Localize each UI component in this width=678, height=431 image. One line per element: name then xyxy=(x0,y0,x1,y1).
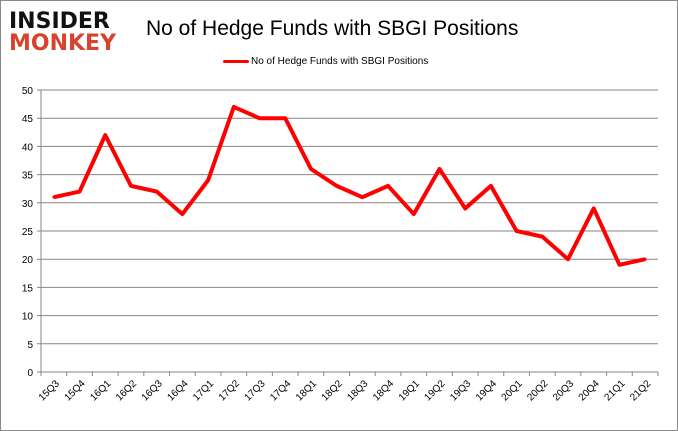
y-tick-label: 50 xyxy=(22,86,34,97)
logo-line2: MONKEY xyxy=(9,31,117,56)
y-tick-label: 30 xyxy=(22,199,34,210)
data-point xyxy=(258,116,262,120)
data-point xyxy=(386,184,390,188)
x-tick-label: 19Q4 xyxy=(474,378,499,403)
x-tick-label: 18Q3 xyxy=(345,378,370,403)
chart-title: No of Hedge Funds with SBGI Positions xyxy=(146,17,519,40)
data-point xyxy=(283,116,287,120)
x-tick-label: 17Q3 xyxy=(243,378,268,403)
x-tick-label: 19Q3 xyxy=(448,378,473,403)
logo-line1: INSIDER xyxy=(9,9,110,34)
x-tick-label: 21Q2 xyxy=(628,378,653,403)
x-tick-label: 20Q4 xyxy=(577,378,602,403)
x-tick-label: 16Q2 xyxy=(114,378,139,403)
y-tick-label: 40 xyxy=(22,142,34,153)
y-tick-label: 5 xyxy=(27,340,33,351)
y-tick-label: 45 xyxy=(22,114,34,125)
data-point xyxy=(617,263,621,267)
data-point xyxy=(129,184,133,188)
x-tick-label: 18Q1 xyxy=(294,378,319,403)
data-point xyxy=(155,190,159,194)
data-point xyxy=(437,167,441,171)
x-tick-label: 16Q4 xyxy=(165,378,190,403)
y-tick-label: 20 xyxy=(22,255,34,266)
data-point xyxy=(412,212,416,216)
x-tick-label: 19Q1 xyxy=(397,378,422,403)
data-point xyxy=(515,229,519,233)
insider-monkey-logo: INSIDER MONKEY xyxy=(9,9,127,57)
legend-swatch xyxy=(223,60,249,63)
data-point xyxy=(52,195,56,199)
x-tick-label: 18Q2 xyxy=(320,378,345,403)
data-point xyxy=(592,206,596,210)
data-point xyxy=(463,206,467,210)
x-tick-label: 15Q4 xyxy=(63,378,88,403)
x-tick-label: 17Q2 xyxy=(217,378,242,403)
x-tick-label: 15Q3 xyxy=(37,378,62,403)
data-point xyxy=(103,133,107,137)
data-point xyxy=(540,235,544,239)
data-point xyxy=(643,257,647,261)
data-point xyxy=(489,184,493,188)
data-point xyxy=(78,190,82,194)
x-tick-label: 16Q3 xyxy=(140,378,165,403)
x-tick-label: 16Q1 xyxy=(88,378,113,403)
y-tick-label: 0 xyxy=(27,368,33,379)
y-tick-label: 10 xyxy=(22,312,34,323)
x-tick-label: 20Q3 xyxy=(551,378,576,403)
y-tick-label: 25 xyxy=(22,227,34,238)
data-point xyxy=(232,105,236,109)
data-point xyxy=(206,178,210,182)
x-tick-label: 21Q1 xyxy=(602,378,627,403)
data-point xyxy=(335,184,339,188)
x-tick-label: 17Q4 xyxy=(268,378,293,403)
x-tick-label: 20Q2 xyxy=(525,378,550,403)
data-point xyxy=(309,167,313,171)
x-tick-label: 20Q1 xyxy=(500,378,525,403)
data-point xyxy=(566,257,570,261)
legend-label: No of Hedge Funds with SBGI Positions xyxy=(251,56,429,67)
y-tick-label: 35 xyxy=(22,171,34,182)
series-line xyxy=(53,104,646,267)
x-tick-label: 17Q1 xyxy=(191,378,216,403)
x-tick-label: 18Q4 xyxy=(371,378,396,403)
data-point xyxy=(360,195,364,199)
x-tick-label: 19Q2 xyxy=(423,378,448,403)
legend: No of Hedge Funds with SBGI Positions xyxy=(223,56,428,67)
data-point xyxy=(180,212,184,216)
y-tick-label: 15 xyxy=(22,283,34,294)
